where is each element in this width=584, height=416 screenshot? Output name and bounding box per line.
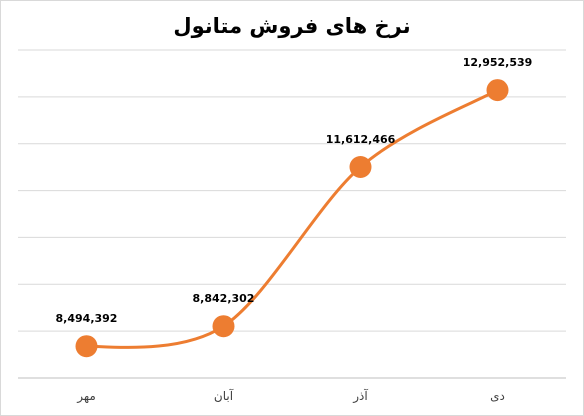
data-point	[75, 335, 98, 358]
x-tick-label: آبان	[214, 388, 234, 403]
data-label: 8,842,302	[193, 292, 255, 305]
data-label: 8,494,392	[56, 312, 118, 325]
x-tick-label: آذر	[352, 388, 368, 404]
data-point	[486, 79, 509, 102]
x-tick-label: مهر	[76, 389, 96, 404]
data-label: 12,952,539	[463, 56, 533, 69]
chart-title: نرخ های فروش متانول	[173, 14, 411, 38]
x-tick-label: دی	[490, 389, 505, 403]
series-line	[85, 88, 499, 349]
data-point	[212, 315, 235, 338]
data-label: 11,612,466	[326, 133, 396, 146]
data-point	[349, 156, 372, 178]
